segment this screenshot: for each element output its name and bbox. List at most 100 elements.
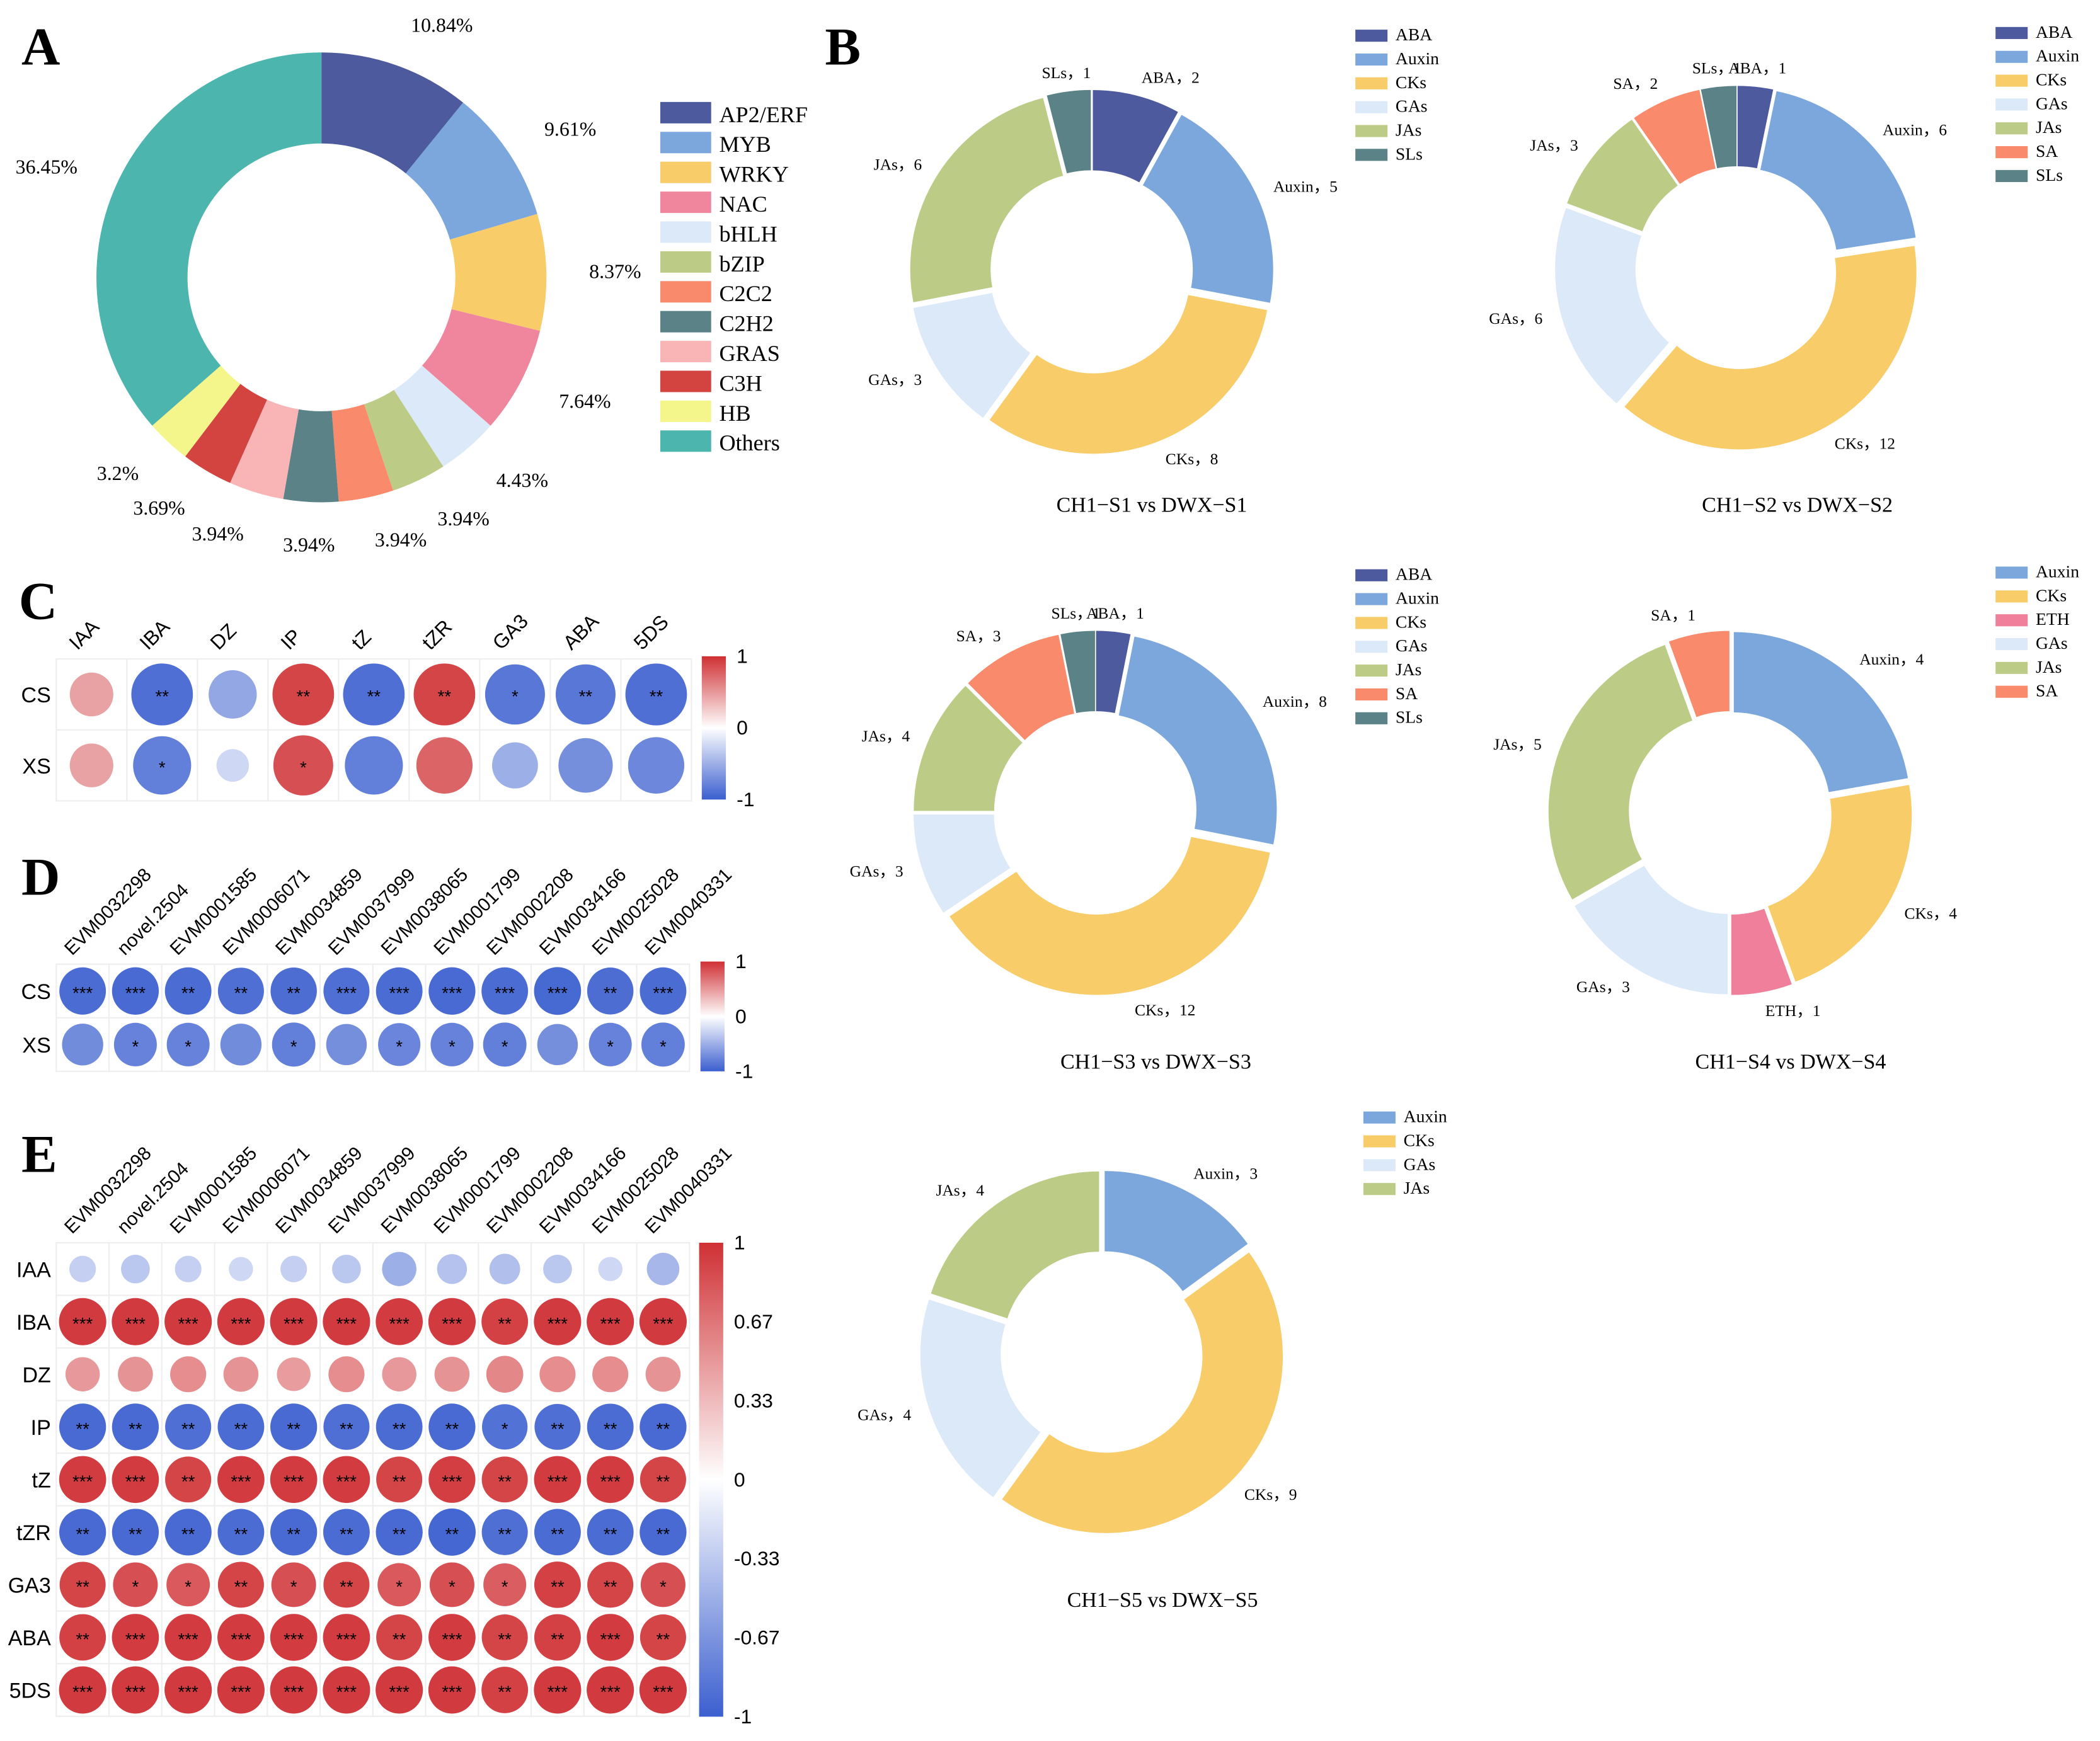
corr-circle xyxy=(270,967,317,1015)
significance-stars: ** xyxy=(181,1472,195,1492)
significance-stars: * xyxy=(396,1577,403,1597)
slice-label: 10.84% xyxy=(411,14,473,36)
corr-circle xyxy=(428,1666,476,1714)
corr-circle xyxy=(543,1254,572,1284)
corr-circle xyxy=(270,1666,318,1714)
corr-circle xyxy=(481,1456,528,1503)
corr-circle xyxy=(639,1666,687,1714)
legend-swatch xyxy=(1995,26,2028,39)
legend-label-C2C2: C2C2 xyxy=(719,281,772,306)
corr-circle xyxy=(217,1298,265,1345)
significance-stars: *** xyxy=(72,1682,93,1702)
colorbar xyxy=(701,656,726,800)
corrplot-D: EVM0032298novel.2504EVM0001585EVM0006071… xyxy=(21,864,754,1082)
corr-circle xyxy=(217,1614,265,1661)
slice-label: ABA，2 xyxy=(1142,69,1200,87)
legend-label-Auxin: Auxin xyxy=(1404,1107,1447,1126)
legend-label-WRKY: WRKY xyxy=(719,162,788,187)
significance-stars: ** xyxy=(367,687,381,706)
legend-swatch xyxy=(1995,146,2028,159)
legend-label-JAs: JAs xyxy=(2036,117,2062,137)
slice-MYB xyxy=(406,102,537,240)
legend-B4: Auxin CKs ETH GAs JAs SA xyxy=(1995,561,2079,700)
corr-circle xyxy=(537,1024,578,1066)
legend-swatch xyxy=(1995,50,2028,63)
corr-circle xyxy=(323,1509,370,1556)
legend-label-CKs: CKs xyxy=(1396,72,1426,92)
corr-circle xyxy=(343,663,405,726)
corr-circle xyxy=(376,1456,423,1503)
corr-circle xyxy=(486,1356,524,1393)
corr-circle xyxy=(640,1509,687,1556)
significance-stars: ** xyxy=(657,1419,670,1439)
slice-ABA xyxy=(1096,631,1131,714)
significance-stars: *** xyxy=(336,1682,357,1702)
colorbar xyxy=(700,961,725,1071)
legend-label-CKs: CKs xyxy=(2036,585,2067,605)
significance-stars: *** xyxy=(125,1682,146,1702)
legend-swatch xyxy=(1363,1159,1396,1172)
corr-circle xyxy=(587,1298,634,1345)
corr-circle xyxy=(483,1022,527,1067)
corr-circle xyxy=(270,1298,318,1345)
corr-circle xyxy=(209,670,257,719)
corr-circle xyxy=(428,1508,476,1556)
corr-circle xyxy=(428,1298,476,1345)
slice-JAs xyxy=(914,685,1023,811)
slice-CKs xyxy=(989,295,1268,454)
significance-stars: * xyxy=(300,758,307,777)
significance-stars: *** xyxy=(548,1682,568,1702)
corr-circle xyxy=(170,1356,207,1393)
significance-stars: *** xyxy=(653,1314,674,1333)
legend-label-ETH: ETH xyxy=(2036,609,2070,629)
colorbar-tick: -1 xyxy=(737,788,754,811)
significance-stars: ** xyxy=(287,1419,301,1439)
legend-swatch xyxy=(1355,712,1388,724)
slice-label: ABA，1 xyxy=(1728,59,1786,77)
corr-circle xyxy=(69,1255,96,1282)
legend-label-GRAS: GRAS xyxy=(719,341,779,366)
slice-JAs xyxy=(1567,119,1678,232)
significance-stars: *** xyxy=(231,1472,251,1492)
corr-circle xyxy=(323,1614,370,1661)
legend-swatch xyxy=(1355,617,1388,629)
slice-label: JAs，3 xyxy=(1530,136,1578,154)
legend-label-GAs: GAs xyxy=(1396,96,1428,116)
corr-circle xyxy=(65,1357,100,1391)
slice-CKs xyxy=(1002,1252,1283,1533)
corr-circle xyxy=(277,1357,311,1391)
significance-stars: ** xyxy=(650,687,663,706)
legend-label-AP2/ERF: AP2/ERF xyxy=(719,102,808,127)
significance-stars: * xyxy=(660,1037,667,1056)
slice-Others xyxy=(96,52,322,426)
slice-CKs xyxy=(1624,246,1917,450)
corr-circle xyxy=(270,1403,318,1451)
column-label: 5DS xyxy=(629,610,673,654)
significance-stars: * xyxy=(185,1577,192,1597)
slice-label: SA，3 xyxy=(956,627,1001,645)
legend-label-Others: Others xyxy=(719,430,779,455)
corr-circle xyxy=(220,1024,262,1066)
corr-circle xyxy=(113,1022,157,1066)
corr-circle xyxy=(489,1253,520,1284)
significance-stars: * xyxy=(502,1037,508,1056)
slice-label: JAs，4 xyxy=(936,1181,984,1199)
panel-label-E: E xyxy=(21,1124,57,1184)
corr-circle xyxy=(164,1298,212,1345)
significance-stars: *** xyxy=(72,1472,93,1492)
significance-stars: *** xyxy=(600,1314,621,1333)
significance-stars: ** xyxy=(657,1630,670,1649)
legend-label-Auxin: Auxin xyxy=(1396,588,1439,608)
slice-GAs xyxy=(1575,865,1728,995)
legend-B1: ABA Auxin CKs GAs JAs SLs xyxy=(1355,25,1439,163)
legend-swatch xyxy=(1363,1135,1396,1148)
significance-stars: *** xyxy=(125,1314,146,1333)
slice-C3H xyxy=(185,384,267,483)
significance-stars: ** xyxy=(657,1472,670,1492)
colorbar-tick: 0.33 xyxy=(734,1389,773,1412)
corr-circle xyxy=(378,1023,421,1066)
corr-circle xyxy=(428,1403,476,1451)
corr-circle xyxy=(485,664,545,725)
slice-SLs xyxy=(1701,86,1737,169)
